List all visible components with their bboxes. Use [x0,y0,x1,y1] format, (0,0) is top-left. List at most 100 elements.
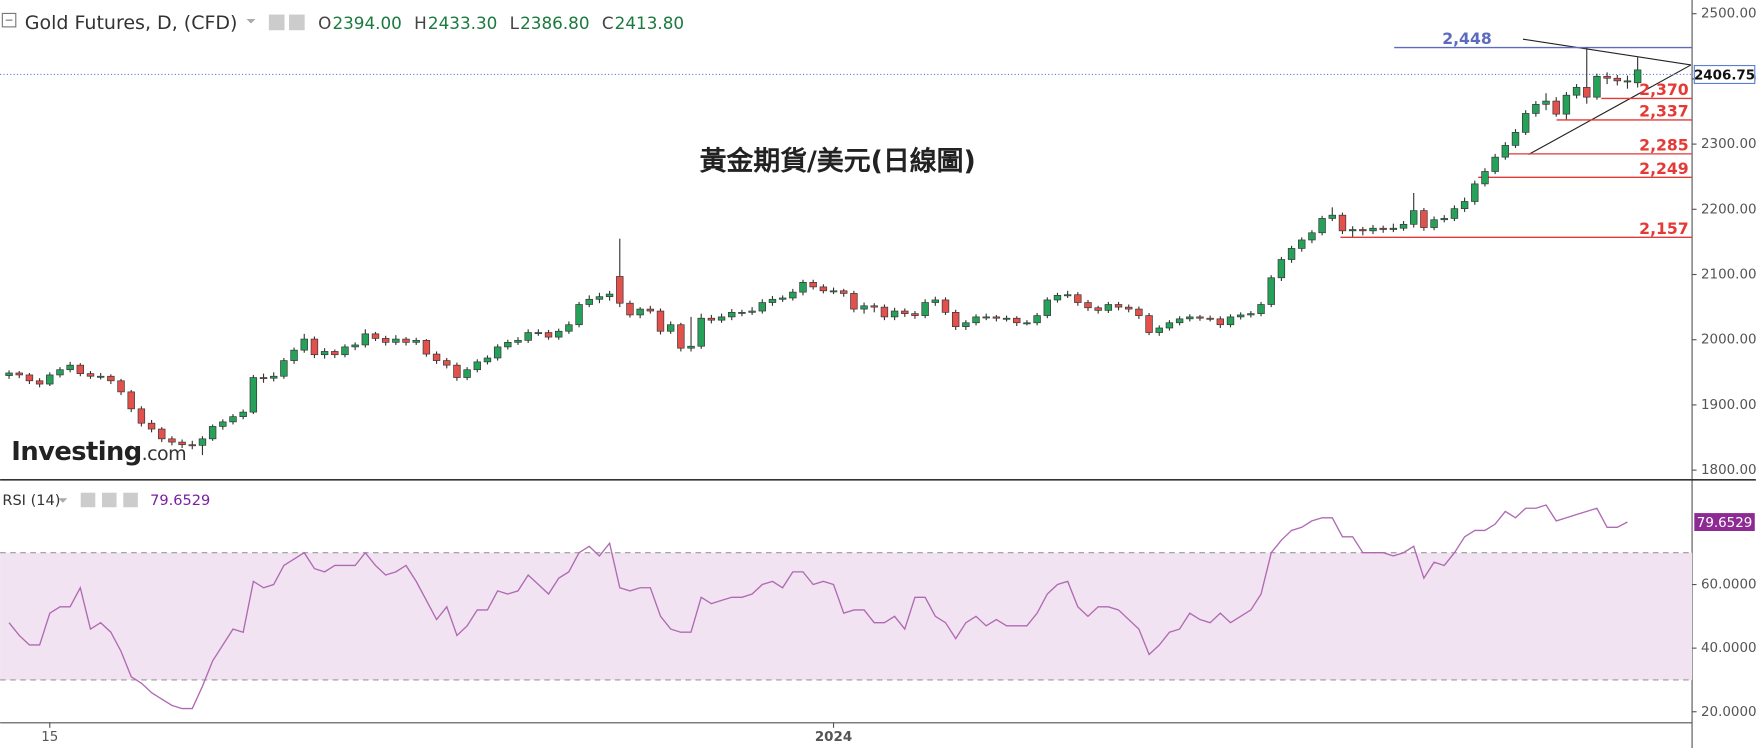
trendline-lower [1528,64,1692,156]
rsi-line [8,504,1628,710]
symbol-menu[interactable] [246,19,256,24]
candle-body [1002,317,1011,320]
candle-body [147,422,156,430]
rsi-remove-icon[interactable] [123,492,138,508]
candle-body [96,375,105,378]
candle-body [422,340,431,355]
chart-annotation: 黃金期貨/美元(日線圖) [700,145,976,177]
ohlc-value: 2394.00 [332,13,401,33]
candle-body [1562,94,1571,115]
candle-body [1318,218,1326,234]
candle-body [504,341,512,348]
ohlc-key: L [510,13,520,33]
candle-body [1013,317,1021,324]
candle-body [280,360,288,377]
candle-body [901,310,909,314]
candle-body [1501,145,1510,158]
visibility-icon[interactable] [268,14,285,31]
candle-body [1491,156,1499,172]
candle-body [1308,232,1316,241]
candle-body [1613,77,1621,82]
x-tick-label: 15 [41,730,58,745]
candle-body [738,311,746,314]
candle-body [453,364,461,378]
candle-body [208,426,217,440]
candle-body [880,306,889,318]
ohlc-item: O2394.00 [318,13,402,33]
candle-body [1277,259,1286,279]
candle-body [371,333,380,339]
candle-body [687,345,695,349]
candle-body [819,286,828,292]
candle-body [1328,214,1336,219]
settings-icon[interactable] [289,14,305,31]
last-price-tag [1693,64,1756,85]
candle-body [1460,201,1469,209]
candle-body [1196,316,1204,319]
candle-body [1155,327,1163,333]
ohlc-item: L2386.80 [510,13,590,33]
candle-body [188,444,196,447]
candle-body [758,302,766,312]
watermark-suffix: .com [142,443,186,465]
candle-body [127,391,135,410]
candle-body [748,310,756,313]
candle-body [931,299,940,303]
candle-body [1532,103,1540,114]
candle-body [829,290,838,293]
candle-body [158,428,166,440]
candle-body [66,364,74,371]
rsi-settings-icon[interactable] [102,492,117,508]
candle-body [117,380,125,393]
candle-body [392,338,400,343]
candle-body [1511,132,1520,146]
candle-body [412,340,420,343]
ohlc-item: H2433.30 [414,13,497,33]
candle-body [310,338,319,356]
level-label: 2,285 [1639,136,1689,155]
collapse-icon[interactable] [1,12,17,28]
candle-body [1165,322,1174,329]
candle-body [361,333,370,346]
candle-body [1033,315,1041,324]
trendline-upper [1522,38,1692,66]
candle-body [219,421,227,427]
candle-body [76,364,85,374]
candle-body [1369,227,1377,232]
candle-body [381,338,390,343]
candle-body [809,282,817,288]
candle-body [555,330,563,338]
candle-body [626,302,634,316]
candle-body [1389,227,1398,230]
ohlc-key: H [414,13,427,33]
rsi-title: RSI (14) [2,492,60,509]
y-tick-label: 2500.00 [1701,7,1756,22]
candle-body [799,282,807,293]
candle-body [402,338,410,343]
candle-body [56,369,64,376]
candle-body [432,353,441,361]
candle-body [1063,294,1072,297]
candle-body [524,332,532,341]
candle-body [666,324,675,332]
level-label: 2,157 [1639,219,1689,238]
rsi-visibility-icon[interactable] [80,492,96,508]
rsi-menu[interactable] [58,498,68,503]
candle-body [1236,314,1245,318]
candle-body [789,291,797,299]
candle-body [605,293,614,298]
ohlc-value: 2413.80 [615,13,684,33]
candle-body [107,375,115,382]
candle-body [1074,294,1082,303]
candle-body [850,293,858,310]
y-tick-label: 1800.00 [1701,463,1756,478]
y-tick-label: 20.0000 [1701,705,1756,720]
level-label: 2,370 [1639,80,1689,99]
candle-body [1135,308,1143,316]
candle-body [1216,318,1225,326]
candle-body [473,361,481,371]
candle-body [544,332,553,338]
rsi-band [0,552,1693,680]
candle-body [1603,75,1611,79]
y-tick-label: 2200.00 [1701,202,1756,217]
